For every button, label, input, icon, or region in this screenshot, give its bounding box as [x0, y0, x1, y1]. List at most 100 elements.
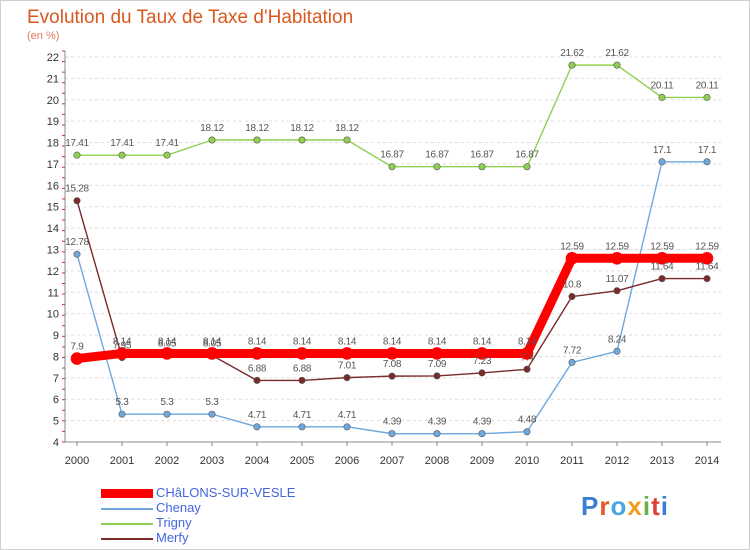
- data-label: 21.62: [560, 48, 584, 59]
- data-label: 6.88: [248, 363, 267, 374]
- data-label: 18.12: [335, 123, 359, 134]
- y-tick-label: 4: [53, 437, 59, 449]
- logo-letter: r: [599, 491, 611, 521]
- data-label: 8.14: [473, 336, 492, 347]
- x-tick-label: 2001: [110, 455, 134, 467]
- data-point: [388, 430, 396, 438]
- proxiti-logo: Proxiti: [581, 491, 669, 522]
- data-label: 16.87: [425, 150, 449, 161]
- data-point: [73, 197, 81, 205]
- logo-letter: o: [610, 491, 628, 521]
- y-tick-label: 10: [47, 309, 59, 321]
- y-tick-label: 14: [47, 223, 59, 235]
- data-point: [73, 250, 81, 258]
- data-point: [478, 430, 486, 438]
- data-point: [385, 347, 399, 360]
- x-tick-label: 2005: [290, 455, 314, 467]
- data-label: 4.39: [473, 417, 492, 428]
- y-tick-label: 19: [47, 116, 59, 128]
- legend-swatch: [101, 507, 153, 510]
- data-point: [568, 61, 576, 69]
- data-point: [250, 347, 264, 360]
- y-tick-label: 15: [47, 202, 59, 214]
- data-label: 16.87: [470, 150, 494, 161]
- data-point: [568, 293, 576, 301]
- legend-label: CHâLONS-SUR-VESLE: [156, 485, 296, 500]
- series-line-chenay: [76, 161, 707, 435]
- data-label: 8.14: [113, 336, 132, 347]
- data-label: 16.87: [380, 150, 404, 161]
- unit-label: (en %): [27, 30, 60, 42]
- x-tick-label: 2008: [425, 455, 449, 467]
- y-tick-label: 11: [48, 287, 59, 299]
- data-label: 7.09: [428, 359, 447, 370]
- data-point: [253, 376, 261, 384]
- data-point: [298, 376, 306, 384]
- data-point: [343, 423, 351, 431]
- data-label: 20.11: [696, 80, 720, 91]
- data-label: 18.12: [245, 123, 269, 134]
- data-point: [655, 251, 669, 265]
- x-tick-label: 2002: [155, 455, 179, 467]
- data-label: 12.59: [560, 241, 584, 252]
- legend-label: Trigny: [156, 515, 192, 530]
- data-label: 5.3: [205, 397, 219, 408]
- data-point: [433, 372, 441, 380]
- chart-title: Evolution du Taux de Taxe d'Habitation: [27, 7, 354, 28]
- data-label: 8.14: [158, 336, 177, 347]
- data-point: [523, 163, 531, 171]
- y-tick-label: 16: [47, 180, 59, 192]
- data-point: [703, 275, 711, 283]
- logo-letter: t: [651, 491, 661, 521]
- x-tick-label: 2004: [245, 455, 269, 467]
- y-tick-label: 22: [47, 52, 59, 64]
- y-tick-label: 12: [47, 266, 59, 278]
- data-point: [208, 410, 216, 418]
- data-point: [388, 372, 396, 380]
- y-tick-label: 13: [47, 245, 59, 257]
- y-tick-label: 17: [47, 159, 59, 171]
- x-tick-label: 2010: [515, 455, 539, 467]
- x-tick-label: 2013: [650, 455, 674, 467]
- data-label: 10.8: [563, 280, 582, 291]
- data-label: 8.14: [203, 336, 222, 347]
- data-label: 12.59: [605, 241, 629, 252]
- data-label: 7.72: [563, 345, 582, 356]
- data-point: [208, 136, 216, 144]
- data-label: 11.64: [696, 262, 720, 273]
- data-label: 8.14: [428, 336, 447, 347]
- data-point: [388, 163, 396, 171]
- x-tick-label: 2003: [200, 455, 224, 467]
- data-point: [703, 158, 711, 166]
- data-label: 4.39: [428, 417, 447, 428]
- data-point: [163, 151, 171, 159]
- data-label: 21.62: [605, 48, 629, 59]
- data-label: 7.08: [383, 359, 402, 370]
- data-point: [433, 163, 441, 171]
- data-label: 18.12: [290, 123, 314, 134]
- data-label: 12.78: [65, 237, 89, 248]
- x-tick-label: 2014: [695, 455, 719, 467]
- y-tick-label: 21: [47, 73, 59, 85]
- data-label: 8.14: [293, 336, 312, 347]
- data-point: [523, 365, 531, 373]
- x-tick-label: 2011: [560, 455, 584, 467]
- data-point: [433, 430, 441, 438]
- data-point: [160, 347, 174, 360]
- x-tick-label: 2009: [470, 455, 494, 467]
- data-point: [73, 151, 81, 159]
- data-label: 6.88: [293, 363, 312, 374]
- logo-letter: i: [660, 491, 669, 521]
- data-label: 4.48: [518, 415, 537, 426]
- data-point: [475, 347, 489, 360]
- data-point: [298, 423, 306, 431]
- y-tick-label: 5: [53, 416, 59, 428]
- legend-label: Chenay: [156, 500, 201, 515]
- data-label: 12.59: [695, 241, 719, 252]
- data-point: [703, 93, 711, 101]
- x-tick-label: 2007: [380, 455, 404, 467]
- data-label: 4.39: [383, 417, 402, 428]
- data-point: [613, 287, 621, 295]
- data-label: 7.4: [520, 352, 534, 363]
